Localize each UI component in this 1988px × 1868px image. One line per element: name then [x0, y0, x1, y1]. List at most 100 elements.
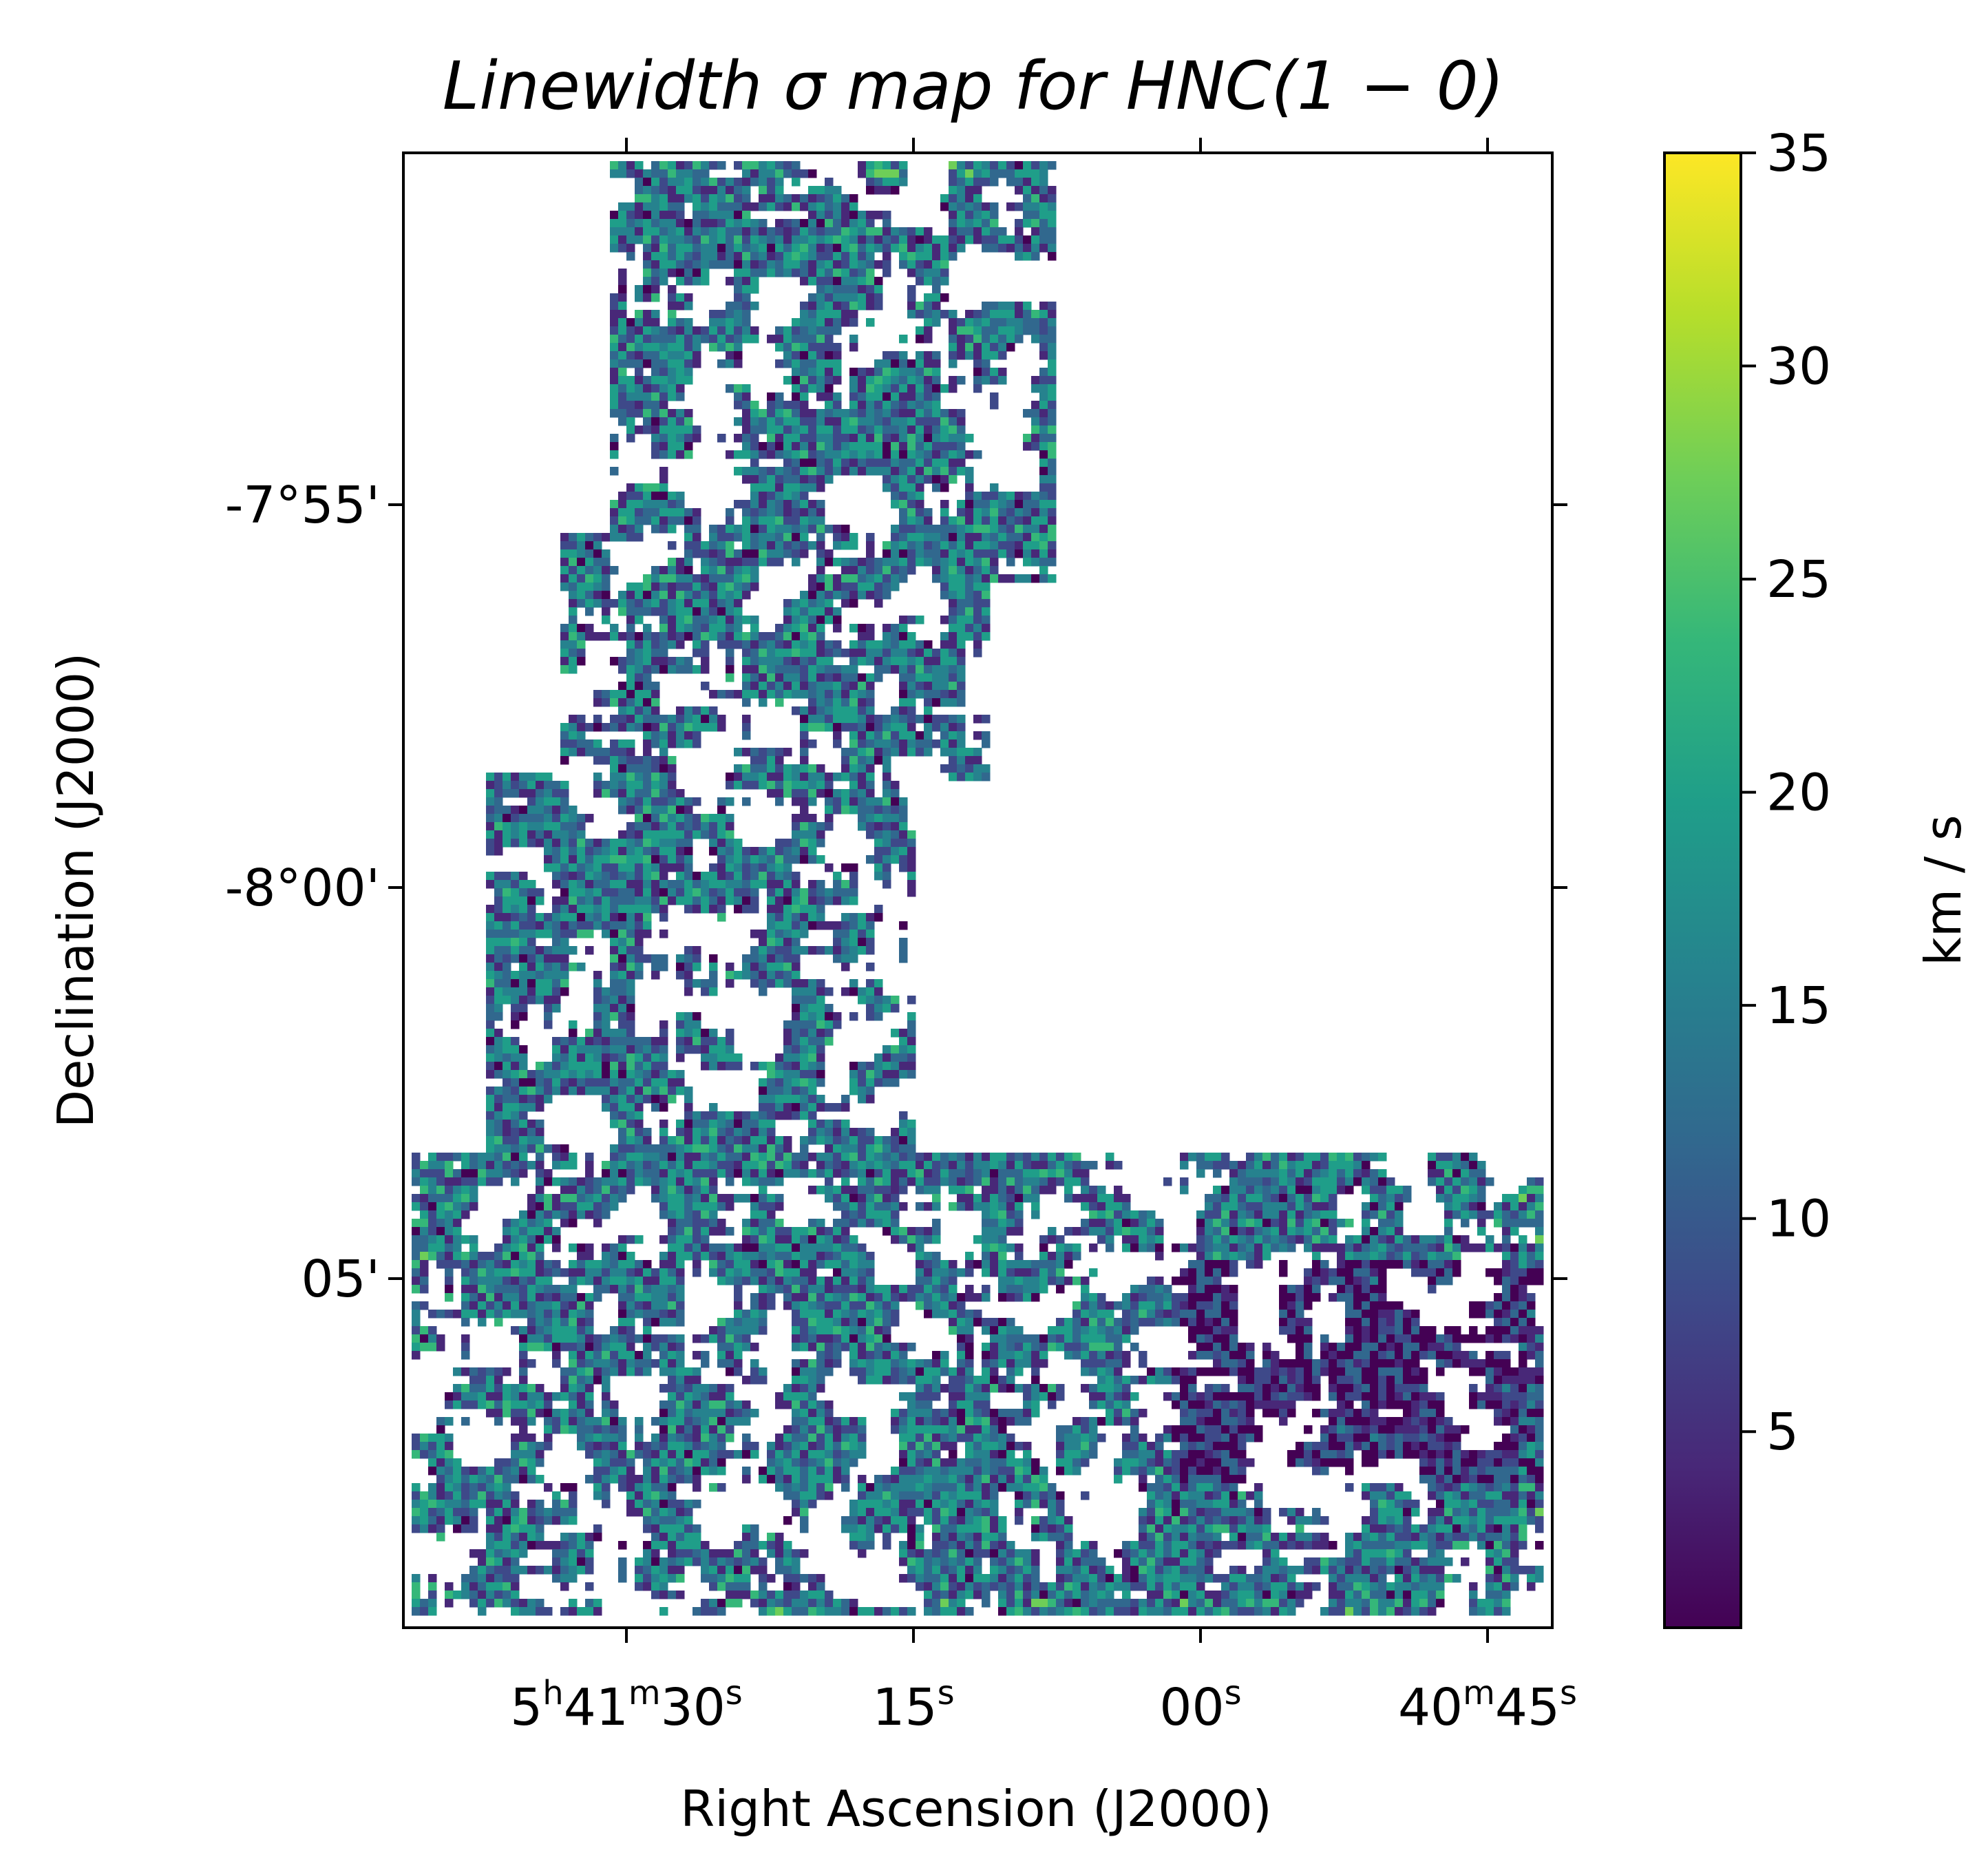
heatmap-cell: [668, 417, 677, 426]
heatmap-cell: [552, 781, 561, 790]
heatmap-cell: [486, 938, 495, 947]
heatmap-cell: [825, 252, 834, 261]
heatmap-cell: [949, 1169, 958, 1178]
heatmap-cell: [816, 202, 825, 211]
heatmap-cell: [618, 913, 627, 922]
heatmap-cell: [552, 913, 561, 922]
heatmap-cell: [717, 235, 726, 244]
heatmap-cell: [742, 260, 751, 269]
heatmap-cell: [684, 574, 693, 583]
heatmap-cell: [1072, 1161, 1081, 1170]
heatmap-cell: [726, 384, 734, 393]
heatmap-cell: [453, 1210, 462, 1219]
heatmap-cell: [643, 252, 652, 261]
heatmap-cell: [1048, 211, 1057, 220]
heatmap-cell: [651, 1070, 660, 1079]
heatmap-cell: [701, 1177, 710, 1186]
heatmap-cell: [668, 293, 677, 302]
heatmap-cell: [536, 1078, 544, 1087]
heatmap-cell: [742, 335, 751, 344]
heatmap-cell: [998, 1186, 1007, 1195]
heatmap-cell: [907, 640, 916, 649]
heatmap-cell: [659, 450, 668, 459]
heatmap-cell: [668, 599, 677, 608]
heatmap-cell: [610, 467, 619, 476]
heatmap-cell: [676, 806, 685, 815]
heatmap-cell: [635, 1095, 644, 1104]
heatmap-cell: [800, 1169, 809, 1178]
heatmap-cell: [1081, 1161, 1090, 1170]
heatmap-cell: [816, 1186, 825, 1195]
heatmap-cell: [1031, 335, 1040, 344]
heatmap-cell: [957, 326, 966, 335]
heatmap-cell: [750, 1120, 759, 1129]
heatmap-cell: [792, 682, 801, 691]
heatmap-cell: [783, 359, 792, 368]
heatmap-cell: [668, 269, 677, 277]
heatmap-cell: [643, 814, 652, 823]
heatmap-cell: [569, 1045, 578, 1054]
heatmap-cell: [990, 525, 999, 534]
heatmap-cell: [750, 244, 759, 253]
heatmap-cell: [849, 1062, 858, 1071]
heatmap-cell: [643, 1053, 652, 1062]
heatmap-cell: [800, 822, 809, 831]
heatmap-cell: [1039, 459, 1048, 468]
heatmap-cell: [750, 541, 759, 550]
heatmap-cell: [792, 1020, 801, 1029]
heatmap-cell: [618, 789, 627, 798]
heatmap-cell: [692, 343, 701, 352]
heatmap-cell: [684, 1153, 693, 1162]
heatmap-cell: [841, 211, 850, 220]
heatmap-cell: [569, 591, 578, 600]
heatmap-cell: [560, 872, 569, 881]
heatmap-cell: [759, 880, 768, 889]
heatmap-cell: [635, 963, 644, 972]
heatmap-cell: [651, 194, 660, 203]
heatmap-cell: [882, 1070, 891, 1079]
heatmap-cell: [734, 690, 743, 699]
heatmap-cell: [635, 1144, 644, 1153]
heatmap-cell: [593, 1070, 602, 1079]
heatmap-cell: [618, 1029, 627, 1038]
heatmap-cell: [841, 913, 850, 922]
heatmap-cell: [849, 318, 858, 327]
heatmap-cell: [816, 318, 825, 327]
heatmap-cell: [841, 698, 850, 707]
heatmap-cell: [759, 500, 768, 509]
heatmap-cell: [519, 1144, 528, 1153]
heatmap-cell: [874, 665, 883, 674]
heatmap-cell: [511, 1169, 520, 1178]
heatmap-cell: [560, 657, 569, 666]
heatmap-cell: [428, 1186, 437, 1195]
heatmap-cell: [808, 541, 817, 550]
heatmap-cell: [841, 1153, 850, 1162]
heatmap-cell: [643, 1070, 652, 1079]
heatmap-cell: [1444, 1161, 1453, 1170]
heatmap-cell: [717, 186, 726, 195]
heatmap-cell: [618, 409, 627, 418]
heatmap-cell: [882, 624, 891, 633]
heatmap-cell: [569, 888, 578, 897]
heatmap-cell: [849, 269, 858, 277]
heatmap-cell: [916, 392, 924, 401]
heatmap-cell: [684, 1186, 693, 1195]
heatmap-cell: [833, 665, 842, 674]
heatmap-cell: [816, 426, 825, 434]
heatmap-cell: [626, 963, 635, 972]
heatmap-cell: [825, 1177, 834, 1186]
heatmap-cell: [1006, 1169, 1015, 1178]
heatmap-cell: [882, 269, 891, 277]
heatmap-cell: [593, 789, 602, 798]
heatmap-cell: [651, 574, 660, 583]
heatmap-cell: [651, 896, 660, 905]
heatmap-cell: [544, 979, 553, 988]
heatmap-cell: [1436, 1177, 1445, 1186]
heatmap-cell: [643, 599, 652, 608]
heatmap-cell: [965, 186, 974, 195]
heatmap-cell: [750, 880, 759, 889]
heatmap-cell: [759, 938, 768, 947]
heatmap-cell: [1048, 434, 1057, 443]
heatmap-cell: [1048, 194, 1057, 203]
heatmap-cell: [882, 426, 891, 434]
